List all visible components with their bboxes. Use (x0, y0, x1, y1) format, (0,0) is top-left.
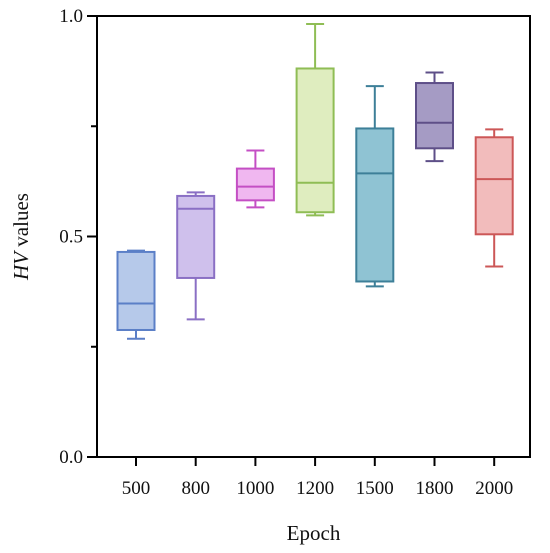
iqr-box (415, 82, 454, 150)
box-2000 (474, 128, 514, 268)
iqr-box (474, 136, 514, 236)
box-1500 (355, 85, 395, 288)
iqr-box (295, 67, 335, 214)
y-tick-label: 0.0 (59, 447, 83, 468)
box-1800 (415, 71, 454, 163)
x-axis: 500 800 1000 1200 1500 1800 2000 (122, 457, 513, 499)
y-tick-label: 1.0 (59, 6, 83, 27)
box-500 (116, 249, 156, 340)
y-tick-label: 0.5 (59, 227, 83, 248)
y-axis: 0.0 0.5 1.0 (59, 6, 97, 468)
y-axis-label: HV values (9, 193, 33, 281)
x-tick-label: 1000 (236, 478, 274, 499)
boxes-layer (116, 22, 514, 340)
x-tick-label: 2000 (475, 478, 513, 499)
x-tick-label: 1500 (356, 478, 394, 499)
y-axis-label-italic: HV (9, 250, 33, 281)
box-1200 (295, 22, 335, 217)
box-1000 (235, 149, 275, 209)
iqr-box (235, 167, 275, 202)
x-tick-label: 800 (181, 478, 210, 499)
iqr-box (116, 250, 156, 331)
y-axis-label-rest: values (9, 193, 33, 252)
iqr-box (355, 127, 395, 283)
x-axis-label: Epoch (287, 521, 341, 545)
x-tick-label: 500 (122, 478, 151, 499)
x-tick-label: 1200 (296, 478, 334, 499)
x-tick-label: 1800 (416, 478, 454, 499)
box-800 (176, 191, 216, 321)
